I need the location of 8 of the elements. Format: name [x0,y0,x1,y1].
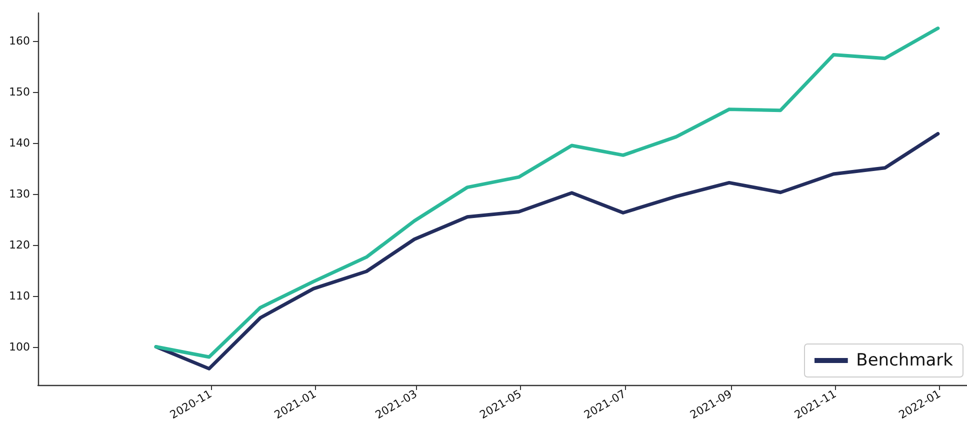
y-tick-label: 120 [9,238,30,252]
y-tick-label: 110 [9,289,30,302]
legend-label: Benchmark [856,350,954,370]
y-tick-label: 150 [9,85,30,98]
y-tick-label: 160 [9,34,30,48]
y-tick-label: 140 [9,136,30,150]
y-tick-label: 100 [9,340,30,354]
y-tick-label: 130 [9,187,30,200]
